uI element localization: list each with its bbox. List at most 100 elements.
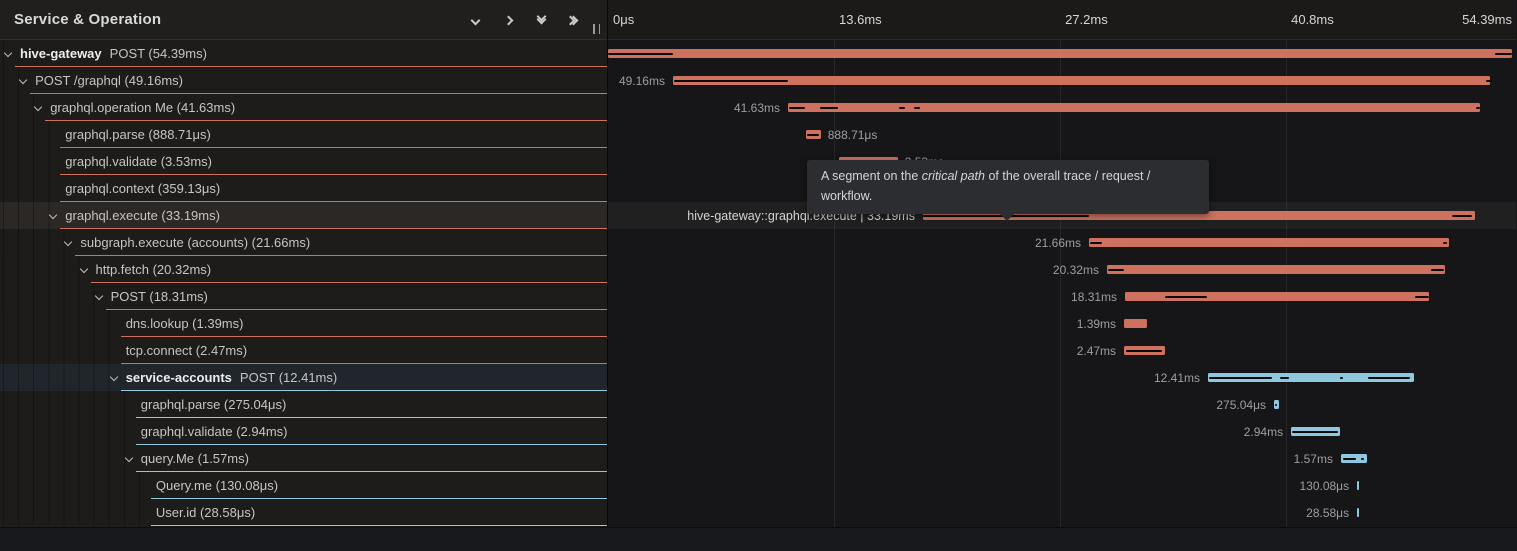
span-label: tcp.connect (2.47ms) [120,337,607,364]
indent-gutter [0,472,151,499]
chevron-down-icon[interactable] [124,453,134,463]
span-bar[interactable] [1089,238,1449,247]
span-tree-header: Service & Operation [0,0,607,40]
critical-path-segment [1475,106,1480,109]
chevron-down-icon[interactable] [79,264,88,274]
span-row[interactable]: graphql.validate (3.53ms) [0,148,607,175]
critical-path-segment [1360,457,1364,460]
span-label: graphql.context (359.13μs) [60,175,607,202]
chevron-right-icon[interactable] [501,13,515,27]
span-label: User.id (28.58μs) [150,499,607,526]
chevron-down-icon[interactable] [64,237,73,247]
critical-path-segment [1279,376,1289,379]
span-bar[interactable] [1106,265,1445,274]
operation-name: graphql.validate (2.94ms) [140,423,288,439]
tooltip-line2: workflow. [821,189,873,203]
span-row[interactable]: service-accounts POST (12.41ms) [0,364,607,391]
span-bar[interactable] [1124,346,1166,355]
operation-name: subgraph.execute (accounts) (21.66ms) [80,234,311,250]
span-duration-label: 2.94ms [1243,425,1284,439]
span-duration-label: 2.47ms [1076,344,1117,358]
span-row[interactable]: subgraph.execute (accounts) (21.66ms) [0,229,607,256]
span-row[interactable]: hive-gateway POST (54.39ms) [0,40,607,67]
span-bar[interactable] [1291,427,1340,436]
span-row[interactable]: query.Me (1.57ms) [0,445,607,472]
service-operation-title: Service & Operation [14,11,162,28]
chevron-down-icon[interactable] [18,75,28,85]
chevron-down-icon[interactable] [468,13,482,27]
critical-path-segment [1342,457,1356,460]
span-row[interactable]: graphql.parse (888.71μs) [0,121,607,148]
span-row[interactable]: tcp.connect (2.47ms) [0,337,607,364]
operation-name: graphql.validate (3.53ms) [65,153,212,169]
span-bar[interactable] [1340,454,1368,463]
span-row[interactable]: graphql.execute (33.19ms) [0,202,607,229]
chevron-down-icon[interactable] [109,372,118,382]
critical-path-segment [1107,268,1125,271]
chevron-down-icon[interactable] [94,291,103,301]
timeline-panel: 0μs 13.6ms 27.2ms 40.8ms 54.39ms 49.16ms 41.6… [608,0,1516,527]
span-row[interactable]: Query.me (130.08μs) [0,472,607,499]
span-label: dns.lookup (1.39ms) [120,310,607,337]
operation-name: POST (54.39ms) [109,45,207,61]
chevron-down-icon[interactable] [3,48,13,58]
span-label: service-accounts POST (12.41ms) [120,364,607,391]
span-label: subgraph.execute (accounts) (21.66ms) [75,229,607,256]
span-row[interactable]: graphql.parse (275.04μs) [0,391,607,418]
critical-path-tooltip: A segment on the critical path of the ov… [807,160,1209,221]
tooltip-text: A segment on the [821,169,922,183]
critical-path-segment [1368,376,1410,379]
chevron-down-icon[interactable] [33,102,43,112]
span-bar[interactable] [805,130,821,139]
span-label: graphql.validate (2.94ms) [135,418,607,445]
critical-path-segment [608,52,673,55]
panel-resize-handle[interactable] [592,24,601,34]
span-row[interactable]: graphql.operation Me (41.63ms) [0,94,607,121]
indent-gutter [0,94,46,121]
span-row[interactable]: graphql.validate (2.94ms) [0,418,607,445]
span-row[interactable]: POST /graphql (49.16ms) [0,67,607,94]
operation-name: tcp.connect (2.47ms) [125,342,248,358]
span-bar[interactable] [788,103,1480,112]
span-duration-label: 41.63ms [733,101,780,115]
span-bar[interactable] [1124,319,1148,328]
span-label: http.fetch (20.32ms) [90,256,607,283]
span-bar[interactable] [672,76,1492,85]
critical-path-segment [1165,295,1207,298]
span-bar[interactable] [608,49,1512,58]
indent-gutter [0,337,121,364]
chevron-down-icon[interactable] [49,210,58,220]
timeline-axis: 0μs 13.6ms 27.2ms 40.8ms 54.39ms [608,0,1516,40]
span-row[interactable]: http.fetch (20.32ms) [0,256,607,283]
critical-path-segment [807,133,820,136]
span-bar[interactable] [1125,292,1430,301]
time-tick-label: 13.6ms [839,12,882,27]
expand-all-icon[interactable] [565,13,581,27]
indent-gutter [0,418,136,445]
critical-path-segment [1431,268,1444,271]
operation-name: graphql.execute (33.19ms) [65,207,220,223]
operation-name: graphql.parse (275.04μs) [140,396,287,412]
critical-path-segment [1126,349,1163,352]
span-tree-rows: hive-gateway POST (54.39ms) POST /graphql … [0,40,607,526]
collapse-all-icon[interactable] [534,11,548,27]
span-row[interactable]: User.id (28.58μs) [0,499,607,526]
operation-name: POST /graphql (49.16ms) [35,72,183,88]
span-row[interactable]: POST (18.31ms) [0,283,607,310]
indent-gutter [0,175,61,202]
span-row[interactable]: dns.lookup (1.39ms) [0,310,607,337]
span-bar[interactable] [1273,400,1279,409]
critical-path-segment [1451,214,1473,217]
span-duration-label: 1.39ms [1076,317,1117,331]
indent-gutter [0,229,76,256]
span-row[interactable]: graphql.context (359.13μs) [0,175,607,202]
span-bar[interactable] [1357,508,1360,517]
operation-name: User.id (28.58μs) [155,504,256,520]
critical-path-segment [1415,295,1430,298]
span-label: query.Me (1.57ms) [135,445,607,472]
critical-path-segment [1089,241,1102,244]
span-bar[interactable] [1357,481,1360,490]
span-duration-label: 888.71μs [827,128,878,142]
span-bar[interactable] [1208,373,1415,382]
